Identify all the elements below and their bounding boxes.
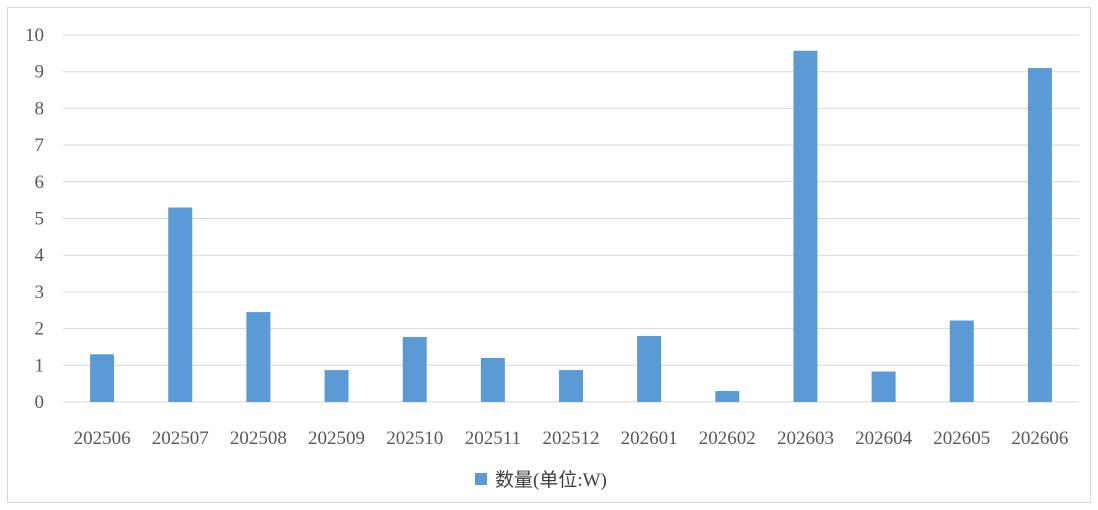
y-tick-label: 3 — [35, 282, 45, 303]
gridlines — [63, 34, 1079, 403]
y-tick-label: 8 — [35, 98, 45, 119]
x-tick-label: 202605 — [933, 428, 990, 449]
bar-202508 — [246, 312, 271, 402]
legend-swatch — [475, 473, 487, 485]
x-tick-label: 202508 — [230, 428, 287, 449]
y-tick-label: 9 — [35, 62, 45, 83]
bar-202606 — [1027, 68, 1052, 402]
x-tick-label: 202603 — [777, 428, 834, 449]
y-tick-label: 5 — [35, 209, 45, 230]
y-axis-ticks: 0 1 2 3 4 5 6 7 8 9 10 — [25, 25, 45, 413]
y-tick-label: 0 — [35, 392, 45, 413]
y-tick-label: 7 — [35, 135, 45, 156]
x-tick-label: 202507 — [152, 428, 209, 449]
x-tick-label: 202604 — [855, 428, 913, 449]
y-tick-label: 10 — [25, 25, 44, 46]
bar-202507 — [168, 207, 193, 402]
bar-202602 — [715, 390, 740, 402]
bar-202601 — [637, 335, 662, 402]
bar-202511 — [480, 357, 505, 402]
x-tick-label: 202509 — [308, 428, 365, 449]
legend: 数量(单位:W) — [475, 469, 607, 491]
x-tick-label: 202601 — [621, 428, 678, 449]
x-tick-label: 202506 — [74, 428, 131, 449]
x-tick-label: 202512 — [543, 428, 600, 449]
x-tick-label: 202510 — [386, 428, 443, 449]
bar-202512 — [559, 370, 583, 402]
x-tick-label: 202511 — [465, 428, 521, 449]
bar-202510 — [402, 337, 427, 402]
y-tick-label: 4 — [35, 245, 45, 266]
y-tick-label: 6 — [35, 172, 45, 193]
bar-202603 — [793, 50, 818, 402]
y-tick-label: 2 — [35, 319, 45, 340]
bar-202604 — [871, 371, 896, 402]
bars — [90, 50, 1052, 402]
x-tick-label: 202606 — [1011, 428, 1068, 449]
bar-202605 — [949, 320, 974, 402]
legend-label: 数量(单位:W) — [495, 469, 607, 491]
bar-202509 — [324, 370, 349, 402]
bar-202506 — [90, 354, 115, 402]
x-tick-label: 202602 — [699, 428, 756, 449]
x-axis-ticks: 202506 202507 202508 202509 202510 202511 2025… — [74, 428, 1069, 449]
y-tick-label: 1 — [35, 355, 45, 376]
